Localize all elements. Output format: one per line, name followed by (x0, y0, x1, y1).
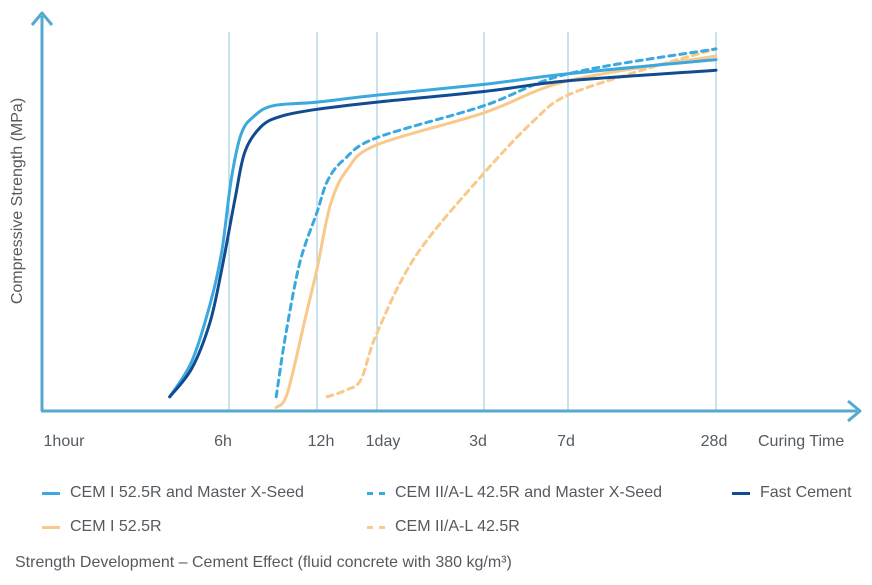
x-tick-label-28d: 28d (701, 433, 728, 450)
legend-swatch-fast-cement (732, 491, 750, 495)
x-tick-label-12h: 12h (308, 433, 335, 450)
series-line-fast-cement (168, 68, 718, 399)
series-line-cem-ii-a-l-42-5r (325, 47, 718, 399)
gridlines (228, 32, 717, 411)
x-tick-label-1day: 1day (366, 433, 401, 450)
y-axis-arrow (30, 11, 54, 26)
series-line-cem-i-52-5r-and-master-x-seed (168, 58, 718, 399)
x-tick-label-6h: 6h (214, 433, 232, 450)
legend-label-cem-ii-42-5r-master-x-seed: CEM II/A-L 42.5R and Master X-Seed (395, 484, 663, 501)
x-axis-label: Curing Time (758, 433, 844, 450)
legend-label-fast-cement: Fast Cement (760, 484, 852, 501)
legend-swatch-cem-ii-42-5r-master-x-seed (367, 491, 385, 495)
legend-swatch-cem-i-52-5r-master-x-seed (42, 491, 60, 495)
x-tick-labels: 1hour 6h 12h 1day 3d 7d 28d (44, 433, 728, 450)
legend-item-cem-ii-42-5r-master-x-seed: CEM II/A-L 42.5R and Master X-Seed (367, 484, 662, 502)
legend-label-cem-ii-42-5r: CEM II/A-L 42.5R (395, 518, 520, 535)
y-axis-label: Compressive Strength (MPa) (9, 98, 26, 304)
legend-swatch-cem-i-52-5r (42, 525, 60, 529)
series-lines (168, 47, 718, 409)
series-line-cem-ii-a-l-42-5r-and-master-x-seed (274, 47, 718, 399)
legend-label-cem-i-52-5r: CEM I 52.5R (70, 518, 162, 535)
legend-row-2: CEM I 52.5R CEM II/A-L 42.5R (42, 518, 872, 552)
chart-caption: Strength Development – Cement Effect (fl… (15, 554, 512, 571)
series-line-cem-i-52-5r (274, 54, 718, 409)
legend-item-cem-i-52-5r-master-x-seed: CEM I 52.5R and Master X-Seed (42, 484, 304, 502)
legend-item-fast-cement: Fast Cement (732, 484, 852, 502)
chart: 1hour 6h 12h 1day 3d 7d 28d Compressive Streng… (9, 11, 862, 450)
x-axis-arrow (847, 399, 862, 423)
x-tick-label-7d: 7d (557, 433, 575, 450)
legend-row-1: CEM I 52.5R and Master X-Seed CEM II/A-L… (42, 484, 872, 518)
legend-item-cem-ii-42-5r: CEM II/A-L 42.5R (367, 518, 520, 536)
legend-swatch-cem-ii-42-5r (367, 525, 385, 529)
axes (30, 11, 862, 423)
legend-label-cem-i-52-5r-master-x-seed: CEM I 52.5R and Master X-Seed (70, 484, 304, 501)
x-tick-label-3d: 3d (469, 433, 487, 450)
legend-item-cem-i-52-5r: CEM I 52.5R (42, 518, 162, 536)
legend: CEM I 52.5R and Master X-Seed CEM II/A-L… (42, 484, 872, 552)
x-tick-label-1hour: 1hour (44, 433, 86, 450)
